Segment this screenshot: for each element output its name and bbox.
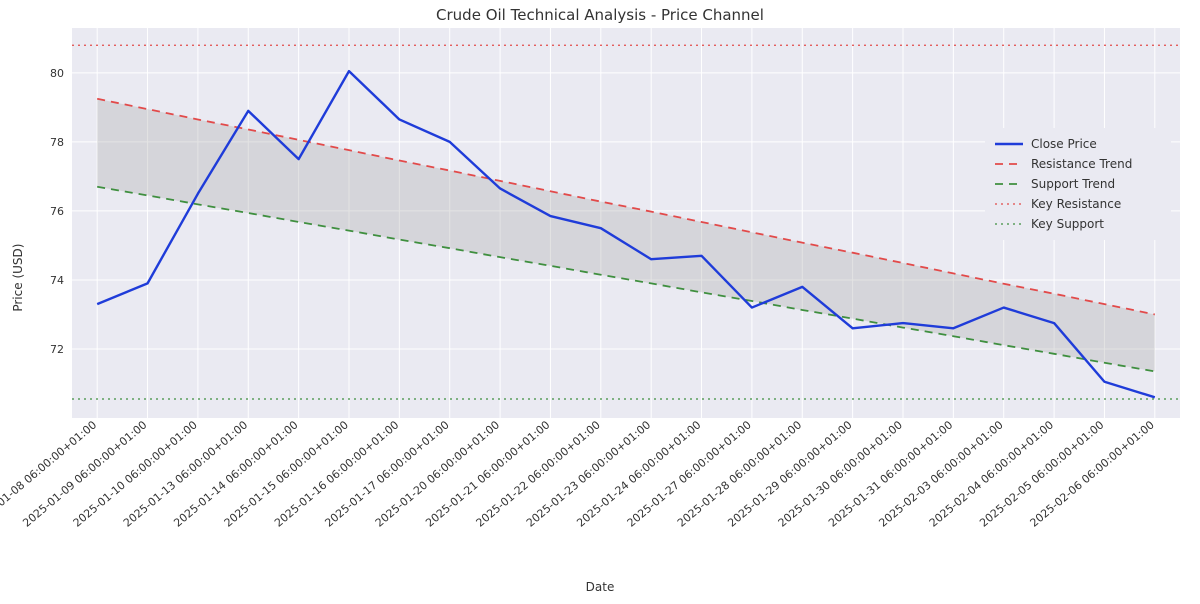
ytick-label: 74 xyxy=(50,274,64,287)
plot-svg: 72747678802025-01-08 06:00:00+01:002025-… xyxy=(0,0,1200,600)
ytick-label: 80 xyxy=(50,67,64,80)
chart-title: Crude Oil Technical Analysis - Price Cha… xyxy=(0,6,1200,24)
legend-label: Close Price xyxy=(1031,137,1097,151)
ytick-label: 76 xyxy=(50,205,64,218)
legend-label: Key Resistance xyxy=(1031,197,1121,211)
legend: Close Price Resistance Trend Support Trend… xyxy=(985,128,1171,240)
legend-label: Key Support xyxy=(1031,217,1104,231)
legend-label: Support Trend xyxy=(1031,177,1115,191)
chart-container: Crude Oil Technical Analysis - Price Cha… xyxy=(0,0,1200,600)
y-axis-label: Price (USD) xyxy=(11,244,25,312)
ytick-label: 72 xyxy=(50,343,64,356)
x-axis-label: Date xyxy=(0,580,1200,594)
ytick-label: 78 xyxy=(50,136,64,149)
legend-label: Resistance Trend xyxy=(1031,157,1132,171)
